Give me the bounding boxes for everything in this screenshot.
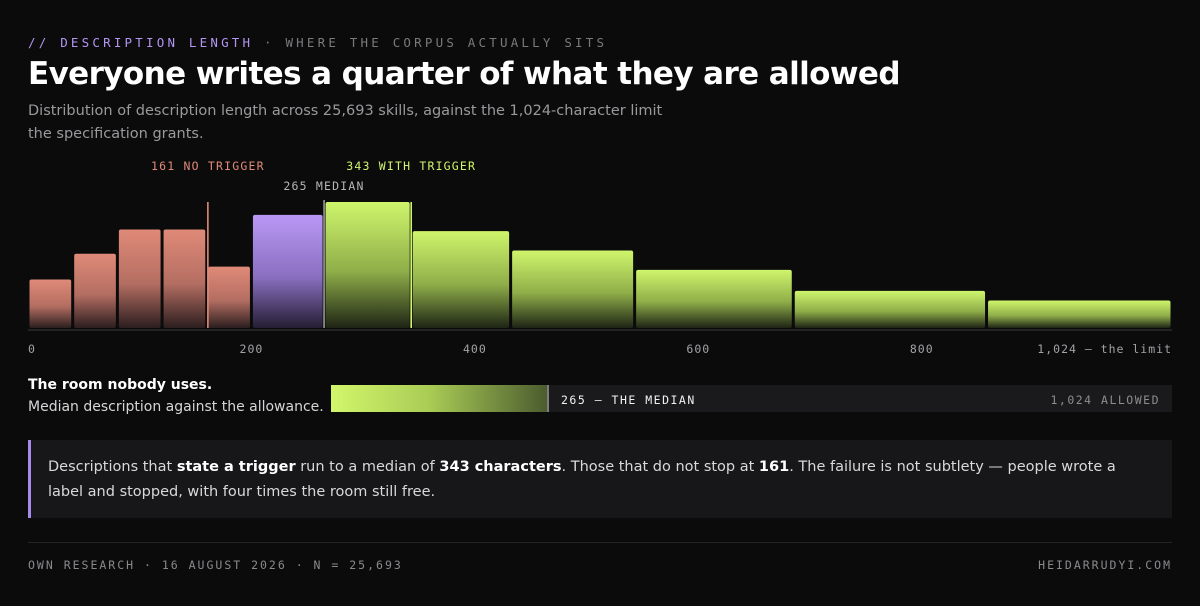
marker-label-median: 265 MEDIAN xyxy=(283,179,364,193)
room-subtitle: Median description against the allowance… xyxy=(28,399,324,415)
footer-source: OWN RESEARCH · 16 AUGUST 2026 · N = 25,6… xyxy=(28,558,403,572)
histogram-bar-7 xyxy=(412,231,510,328)
eyebrow-slash: // xyxy=(28,35,50,50)
x-tick-label-0: 0 xyxy=(28,342,36,356)
histogram-chart: 161 NO TRIGGER 265 MEDIAN 343 WITH TRIGGER… xyxy=(28,159,1172,356)
callout-text-3: . Those that do not stop at xyxy=(561,459,759,475)
marker-label-no-trigger: 161 NO TRIGGER xyxy=(151,159,265,173)
footer-site-link[interactable]: HEIDARRUDYI.COM xyxy=(1038,558,1172,572)
x-tick-label-5: 1,024 — the limit xyxy=(1037,342,1172,356)
histogram-bar-10 xyxy=(794,290,986,328)
histogram-bar-6 xyxy=(325,202,410,328)
callout-emphasis-343: 343 characters xyxy=(439,459,562,475)
marker-lines: 161 NO TRIGGER 265 MEDIAN 343 WITH TRIGGER xyxy=(151,159,476,328)
x-tick-label-4: 800 xyxy=(910,342,934,356)
histogram-bar-11 xyxy=(988,300,1171,328)
page-subtitle: Distribution of description length acros… xyxy=(28,103,663,142)
callout-text: Descriptions that state a trigger run to… xyxy=(48,455,1148,505)
x-axis-ticks: 0 200 400 600 800 1,024 — the limit xyxy=(28,342,1172,356)
histogram-bar-4 xyxy=(208,266,250,328)
median-label: 265 — THE MEDIAN xyxy=(561,393,696,407)
marker-label-with-trigger: 343 WITH TRIGGER xyxy=(346,159,476,173)
histogram-bar-3 xyxy=(163,229,206,328)
histogram-bars xyxy=(29,202,1171,328)
histogram-bar-2 xyxy=(118,229,161,328)
callout-emphasis-161: 161 xyxy=(758,459,790,475)
insight-callout: Descriptions that state a trigger run to… xyxy=(28,440,1172,518)
histogram-bar-9 xyxy=(636,269,792,328)
callout-text-4: . The failure is not subtlety — people w… xyxy=(48,459,1116,500)
eyebrow-section: DESCRIPTION LENGTH xyxy=(60,35,254,50)
histogram-bar-8 xyxy=(512,250,634,328)
x-tick-label-2: 400 xyxy=(463,342,487,356)
footer-divider xyxy=(28,542,1172,543)
allowance-label: 1,024 ALLOWED xyxy=(1050,393,1160,407)
page-title: Everyone writes a quarter of what they a… xyxy=(28,56,901,92)
eyebrow-subtitle: WHERE THE CORPUS ACTUALLY SITS xyxy=(285,35,608,50)
eyebrow: // DESCRIPTION LENGTH · WHERE THE CORPUS… xyxy=(28,35,607,50)
callout-emphasis-trigger: state a trigger xyxy=(176,459,296,475)
median-fill xyxy=(331,385,549,412)
histogram-bar-5 xyxy=(252,214,323,328)
callout-text-1: Descriptions that xyxy=(48,459,177,475)
x-tick-label-1: 200 xyxy=(240,342,264,356)
histogram-bar-1 xyxy=(74,253,116,328)
room-title: The room nobody uses. xyxy=(28,377,213,393)
callout-text-2: run to a median of xyxy=(295,459,440,475)
histogram-bar-0 xyxy=(29,279,72,328)
allowance-bar: 265 — THE MEDIAN 1,024 ALLOWED xyxy=(331,385,1172,412)
x-tick-label-3: 600 xyxy=(686,342,710,356)
median-fill-edge xyxy=(547,385,549,412)
eyebrow-separator: · xyxy=(263,35,275,50)
